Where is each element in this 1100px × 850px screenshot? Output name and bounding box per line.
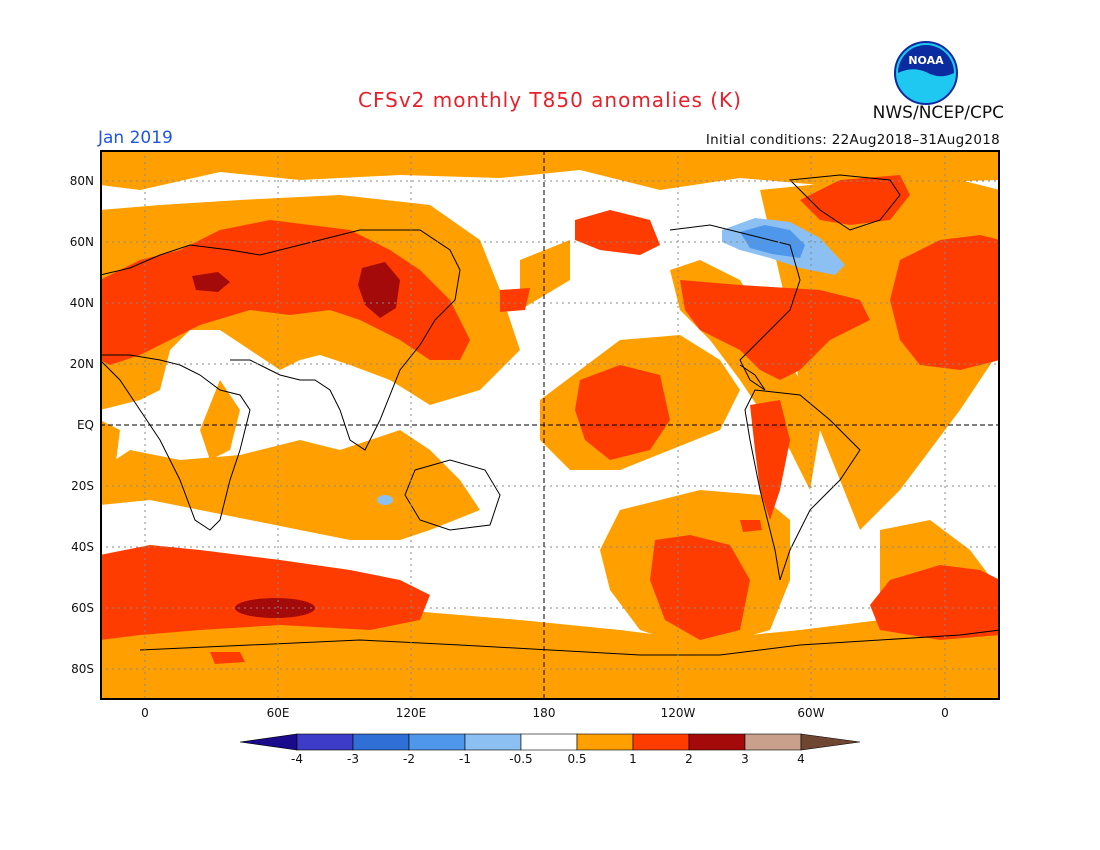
colorbar-swatch xyxy=(744,733,802,751)
lat-label: 60S xyxy=(71,601,94,615)
lon-label: 120E xyxy=(395,706,427,720)
lat-label: 60N xyxy=(69,235,94,249)
colorbar-swatch xyxy=(800,733,861,751)
colorbar-label: -2 xyxy=(403,752,415,766)
lat-label: EQ xyxy=(76,418,94,432)
anomaly-map xyxy=(100,150,1000,700)
forecast-month: Jan 2019 xyxy=(98,128,173,148)
colorbar-swatch xyxy=(520,733,578,751)
lat-label: 80S xyxy=(71,662,94,676)
map-frame xyxy=(100,150,1000,700)
lat-label: 20N xyxy=(69,357,94,371)
colorbar-swatch xyxy=(576,733,634,751)
lat-label: 80N xyxy=(69,174,94,188)
lon-label: 60E xyxy=(266,706,290,720)
colorbar-label: 2 xyxy=(685,752,693,766)
lat-label: 40S xyxy=(71,540,94,554)
colorbar-swatch xyxy=(408,733,466,751)
lon-label: 120W xyxy=(660,706,696,720)
lon-label: 180 xyxy=(532,706,556,720)
coastlines xyxy=(100,174,1000,656)
graticule xyxy=(100,150,1000,700)
anomaly-1-2-regions xyxy=(100,175,1000,664)
lon-label: 0 xyxy=(941,706,949,720)
colorbar-swatch xyxy=(296,733,354,751)
lon-label: 60W xyxy=(797,706,825,720)
colorbar-label: 0.5 xyxy=(567,752,587,766)
colorbar-swatch xyxy=(632,733,690,751)
colorbar-swatch xyxy=(464,733,522,751)
agency-label: NWS/NCEP/CPC xyxy=(872,103,1004,123)
map-title: CFSv2 monthly T850 anomalies (K) xyxy=(358,88,742,112)
colorbar-label: -4 xyxy=(291,752,303,766)
initial-conditions: Initial conditions: 22Aug2018–31Aug2018 xyxy=(705,132,1000,148)
colorbar-label: 3 xyxy=(741,752,749,766)
colorbar-swatch xyxy=(240,733,298,751)
colorbar-label: -0.5 xyxy=(509,752,533,766)
colorbar-label: 1 xyxy=(629,752,637,766)
colorbar-label: -3 xyxy=(347,752,359,766)
colorbar xyxy=(240,733,861,751)
noaa-logo-icon: NOAA xyxy=(894,41,958,105)
equator-dateline xyxy=(100,150,1000,700)
lon-label: 0 xyxy=(141,706,149,720)
lat-label: 40N xyxy=(69,296,94,310)
colorbar-swatch xyxy=(352,733,410,751)
logo-text: NOAA xyxy=(908,54,944,67)
lat-label: 20S xyxy=(71,479,94,493)
colorbar-swatch xyxy=(688,733,746,751)
colorbar-label: 4 xyxy=(797,752,805,766)
colorbar-label: -1 xyxy=(459,752,471,766)
